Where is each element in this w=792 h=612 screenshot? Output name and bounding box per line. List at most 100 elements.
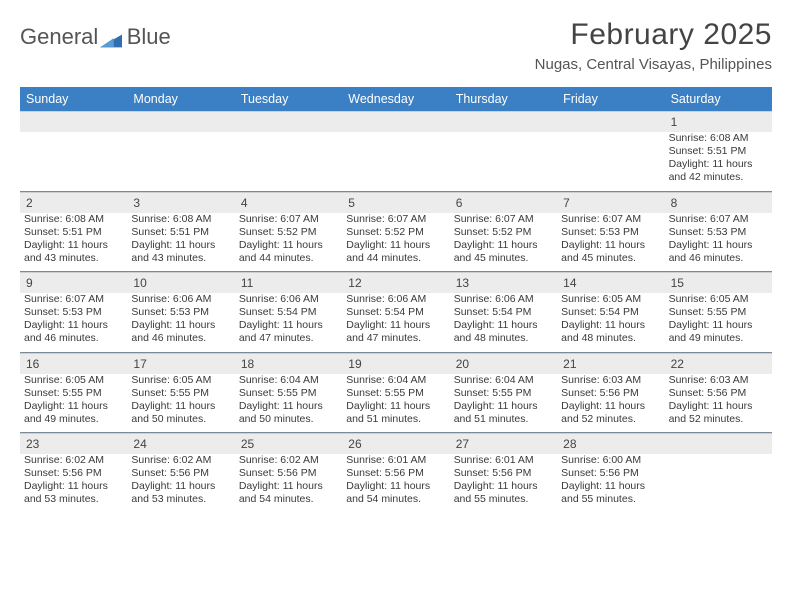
day-cell: Sunrise: 6:06 AMSunset: 5:54 PMDaylight:… xyxy=(450,293,557,352)
daylight2-text: and 50 minutes. xyxy=(239,413,338,426)
daylight2-text: and 53 minutes. xyxy=(131,493,230,506)
daylight2-text: and 47 minutes. xyxy=(239,332,338,345)
weekday-label: Thursday xyxy=(450,87,557,111)
sunset-text: Sunset: 5:55 PM xyxy=(454,387,553,400)
daylight1-text: Daylight: 11 hours xyxy=(24,319,123,332)
daylight2-text: and 43 minutes. xyxy=(24,252,123,265)
day-number: 24 xyxy=(127,434,234,454)
day-cell: Sunrise: 6:02 AMSunset: 5:56 PMDaylight:… xyxy=(20,454,127,513)
daylight1-text: Daylight: 11 hours xyxy=(454,480,553,493)
header: General Blue February 2025 Nugas, Centra… xyxy=(20,18,772,73)
day-number: 1 xyxy=(665,112,772,132)
day-cell: Sunrise: 6:01 AMSunset: 5:56 PMDaylight:… xyxy=(450,454,557,513)
daylight2-text: and 44 minutes. xyxy=(346,252,445,265)
sunset-text: Sunset: 5:55 PM xyxy=(239,387,338,400)
sunrise-text: Sunrise: 6:05 AM xyxy=(24,374,123,387)
day-number xyxy=(557,112,664,132)
day-cell xyxy=(20,132,127,191)
day-number: 21 xyxy=(557,354,664,374)
daylight1-text: Daylight: 11 hours xyxy=(239,239,338,252)
sunrise-text: Sunrise: 6:01 AM xyxy=(346,454,445,467)
day-cell: Sunrise: 6:04 AMSunset: 5:55 PMDaylight:… xyxy=(235,374,342,433)
sunset-text: Sunset: 5:55 PM xyxy=(669,306,768,319)
day-number: 3 xyxy=(127,193,234,213)
week-row: Sunrise: 6:08 AMSunset: 5:51 PMDaylight:… xyxy=(20,132,772,192)
daylight1-text: Daylight: 11 hours xyxy=(24,400,123,413)
daylight2-text: and 51 minutes. xyxy=(454,413,553,426)
day-cell: Sunrise: 6:05 AMSunset: 5:55 PMDaylight:… xyxy=(665,293,772,352)
sunrise-text: Sunrise: 6:08 AM xyxy=(669,132,768,145)
daylight1-text: Daylight: 11 hours xyxy=(669,319,768,332)
day-number: 23 xyxy=(20,434,127,454)
day-number: 10 xyxy=(127,273,234,293)
sunset-text: Sunset: 5:52 PM xyxy=(346,226,445,239)
daylight1-text: Daylight: 11 hours xyxy=(131,480,230,493)
day-cell xyxy=(127,132,234,191)
daylight1-text: Daylight: 11 hours xyxy=(131,239,230,252)
daylight2-text: and 43 minutes. xyxy=(131,252,230,265)
day-number: 14 xyxy=(557,273,664,293)
day-number: 28 xyxy=(557,434,664,454)
sunset-text: Sunset: 5:51 PM xyxy=(24,226,123,239)
daylight1-text: Daylight: 11 hours xyxy=(669,158,768,171)
day-number-row: 2345678 xyxy=(20,192,772,213)
sunrise-text: Sunrise: 6:07 AM xyxy=(454,213,553,226)
daylight2-text: and 50 minutes. xyxy=(131,413,230,426)
daylight2-text: and 46 minutes. xyxy=(669,252,768,265)
day-number: 25 xyxy=(235,434,342,454)
daylight1-text: Daylight: 11 hours xyxy=(239,400,338,413)
daylight1-text: Daylight: 11 hours xyxy=(669,239,768,252)
day-cell: Sunrise: 6:08 AMSunset: 5:51 PMDaylight:… xyxy=(127,213,234,272)
sunset-text: Sunset: 5:55 PM xyxy=(346,387,445,400)
day-cell: Sunrise: 6:08 AMSunset: 5:51 PMDaylight:… xyxy=(665,132,772,191)
calendar: Sunday Monday Tuesday Wednesday Thursday… xyxy=(20,87,772,513)
weekday-header-row: Sunday Monday Tuesday Wednesday Thursday… xyxy=(20,87,772,111)
day-cell: Sunrise: 6:01 AMSunset: 5:56 PMDaylight:… xyxy=(342,454,449,513)
weekday-label: Sunday xyxy=(20,87,127,111)
day-number: 5 xyxy=(342,193,449,213)
daylight2-text: and 54 minutes. xyxy=(346,493,445,506)
daylight1-text: Daylight: 11 hours xyxy=(346,480,445,493)
day-number-row: 232425262728 xyxy=(20,433,772,454)
daylight2-text: and 46 minutes. xyxy=(24,332,123,345)
sunrise-text: Sunrise: 6:01 AM xyxy=(454,454,553,467)
sunrise-text: Sunrise: 6:04 AM xyxy=(346,374,445,387)
weeks-container: 1Sunrise: 6:08 AMSunset: 5:51 PMDaylight… xyxy=(20,111,772,513)
sunrise-text: Sunrise: 6:06 AM xyxy=(346,293,445,306)
sunset-text: Sunset: 5:56 PM xyxy=(669,387,768,400)
sunset-text: Sunset: 5:55 PM xyxy=(131,387,230,400)
day-number: 22 xyxy=(665,354,772,374)
day-number: 2 xyxy=(20,193,127,213)
sunrise-text: Sunrise: 6:05 AM xyxy=(669,293,768,306)
day-cell: Sunrise: 6:03 AMSunset: 5:56 PMDaylight:… xyxy=(557,374,664,433)
sunset-text: Sunset: 5:56 PM xyxy=(24,467,123,480)
daylight1-text: Daylight: 11 hours xyxy=(239,319,338,332)
sunrise-text: Sunrise: 6:07 AM xyxy=(561,213,660,226)
day-cell xyxy=(665,454,772,513)
location-subtitle: Nugas, Central Visayas, Philippines xyxy=(535,56,772,73)
daylight2-text: and 55 minutes. xyxy=(454,493,553,506)
daylight2-text: and 45 minutes. xyxy=(561,252,660,265)
weekday-label: Monday xyxy=(127,87,234,111)
sunrise-text: Sunrise: 6:03 AM xyxy=(669,374,768,387)
sunset-text: Sunset: 5:55 PM xyxy=(24,387,123,400)
brand-triangle-icon xyxy=(100,32,122,48)
sunset-text: Sunset: 5:52 PM xyxy=(239,226,338,239)
day-cell: Sunrise: 6:02 AMSunset: 5:56 PMDaylight:… xyxy=(127,454,234,513)
day-number xyxy=(127,112,234,132)
daylight2-text: and 46 minutes. xyxy=(131,332,230,345)
daylight2-text: and 54 minutes. xyxy=(239,493,338,506)
day-cell: Sunrise: 6:05 AMSunset: 5:55 PMDaylight:… xyxy=(127,374,234,433)
sunset-text: Sunset: 5:56 PM xyxy=(239,467,338,480)
sunrise-text: Sunrise: 6:05 AM xyxy=(561,293,660,306)
week-row: Sunrise: 6:07 AMSunset: 5:53 PMDaylight:… xyxy=(20,293,772,353)
daylight1-text: Daylight: 11 hours xyxy=(454,400,553,413)
sunrise-text: Sunrise: 6:05 AM xyxy=(131,374,230,387)
week-row: Sunrise: 6:02 AM Sunset: 5:56 PM Daylight:… xyxy=(20,454,772,513)
day-number: 13 xyxy=(450,273,557,293)
sunset-text: Sunset: 5:51 PM xyxy=(669,145,768,158)
day-number: 8 xyxy=(665,193,772,213)
sunrise-text: Sunrise: 6:07 AM xyxy=(669,213,768,226)
daylight1-text: Daylight: 11 hours xyxy=(24,239,123,252)
sunrise-text: Sunrise: 6:02 AM xyxy=(131,454,230,467)
